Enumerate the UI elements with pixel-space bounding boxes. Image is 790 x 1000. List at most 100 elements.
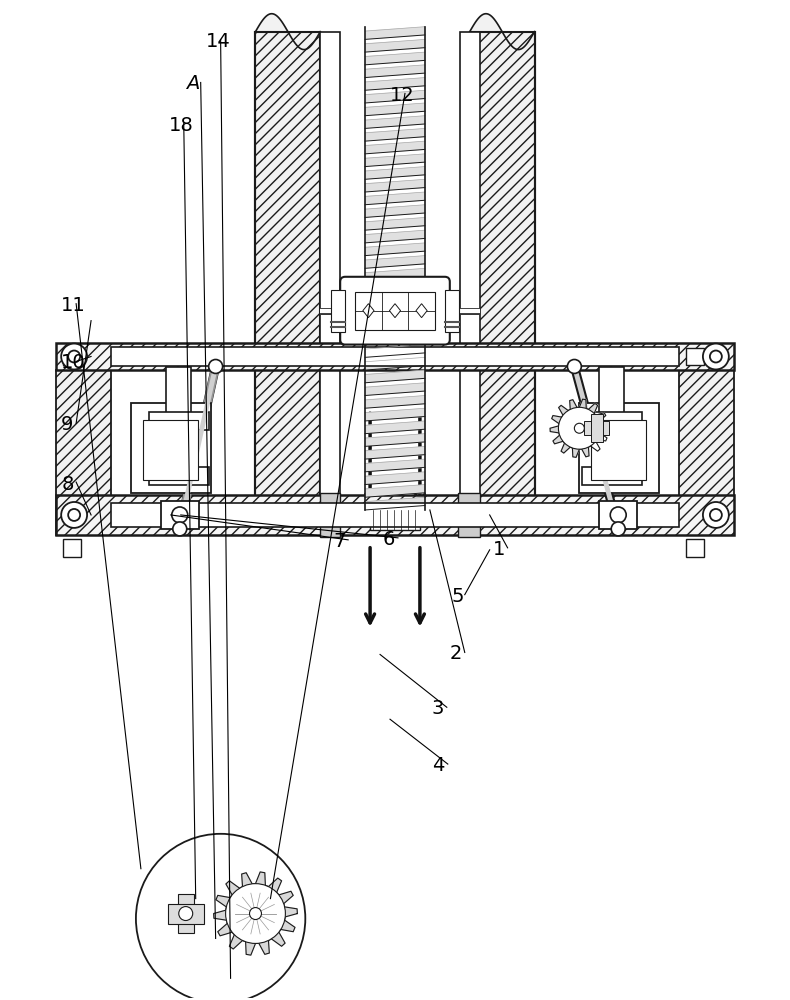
Bar (679, 370, 734, 535)
Polygon shape (365, 167, 425, 179)
Bar (600, 427, 624, 470)
Circle shape (226, 884, 285, 943)
Polygon shape (365, 396, 425, 408)
Text: 3: 3 (432, 699, 444, 718)
Bar (63, 348, 81, 365)
Bar (166, 367, 190, 415)
Polygon shape (365, 243, 425, 256)
Text: 18: 18 (169, 116, 194, 135)
Polygon shape (365, 217, 425, 230)
Text: 12: 12 (390, 86, 415, 105)
Polygon shape (365, 192, 425, 205)
Bar (320, 32, 340, 530)
Polygon shape (365, 472, 425, 485)
Bar (591, 414, 604, 442)
Circle shape (173, 522, 186, 536)
Polygon shape (365, 421, 425, 434)
Text: 8: 8 (61, 475, 73, 494)
Text: 11: 11 (61, 296, 86, 315)
Polygon shape (365, 154, 425, 167)
Bar (111, 503, 679, 527)
Polygon shape (365, 27, 425, 39)
Polygon shape (365, 459, 425, 472)
Circle shape (574, 423, 585, 433)
Bar (686, 348, 704, 365)
Bar (63, 539, 81, 557)
Circle shape (710, 351, 722, 362)
Circle shape (703, 502, 729, 528)
Polygon shape (365, 408, 425, 421)
Bar (445, 290, 459, 332)
Polygon shape (365, 205, 425, 217)
Text: 4: 4 (432, 756, 444, 775)
Polygon shape (365, 319, 425, 332)
Circle shape (567, 359, 581, 373)
Polygon shape (363, 304, 374, 318)
Bar (470, 32, 535, 530)
Text: 14: 14 (205, 32, 231, 51)
Bar (143, 420, 198, 480)
Circle shape (250, 908, 261, 920)
Polygon shape (365, 78, 425, 90)
Text: 7: 7 (333, 532, 345, 551)
Text: 6: 6 (383, 530, 396, 549)
Polygon shape (365, 497, 425, 510)
Bar (591, 420, 646, 480)
Polygon shape (389, 304, 401, 318)
Circle shape (136, 834, 305, 1000)
Polygon shape (365, 65, 425, 78)
Polygon shape (365, 141, 425, 154)
Bar (331, 290, 345, 332)
Polygon shape (365, 179, 425, 192)
Polygon shape (365, 103, 425, 116)
Polygon shape (550, 399, 608, 457)
Polygon shape (365, 256, 425, 268)
Bar (579, 403, 659, 493)
Bar (686, 539, 704, 557)
Bar (457, 493, 480, 537)
Circle shape (611, 522, 625, 536)
Polygon shape (365, 128, 425, 141)
Bar (56, 495, 734, 535)
Polygon shape (365, 383, 425, 396)
Circle shape (68, 351, 80, 362)
Text: 10: 10 (61, 353, 86, 372)
FancyBboxPatch shape (340, 277, 450, 345)
Polygon shape (365, 281, 425, 294)
Text: 1: 1 (493, 540, 505, 559)
Polygon shape (365, 345, 425, 357)
Bar (149, 412, 209, 430)
Bar (178, 894, 194, 933)
Polygon shape (365, 306, 425, 319)
Text: 2: 2 (450, 644, 462, 663)
Circle shape (610, 507, 626, 523)
Polygon shape (365, 230, 425, 243)
Polygon shape (365, 294, 425, 306)
Bar (582, 412, 642, 430)
Text: 5: 5 (452, 587, 465, 606)
Circle shape (68, 509, 80, 521)
Bar (111, 347, 679, 366)
Bar (320, 493, 340, 537)
Polygon shape (365, 370, 425, 383)
Polygon shape (365, 39, 425, 52)
Circle shape (559, 407, 600, 449)
Bar (460, 32, 480, 530)
Polygon shape (365, 446, 425, 459)
Bar (582, 467, 642, 485)
Polygon shape (365, 52, 425, 65)
Bar (600, 367, 624, 415)
Bar (56, 370, 111, 535)
Polygon shape (365, 357, 425, 370)
Circle shape (171, 507, 188, 523)
Bar (56, 343, 734, 370)
Polygon shape (416, 304, 427, 318)
Circle shape (61, 344, 87, 369)
Bar (600, 501, 638, 529)
Bar (149, 467, 209, 485)
Polygon shape (365, 332, 425, 345)
Bar (167, 904, 204, 924)
Circle shape (710, 509, 722, 521)
Bar (450, 505, 480, 525)
Bar (370, 510, 420, 530)
